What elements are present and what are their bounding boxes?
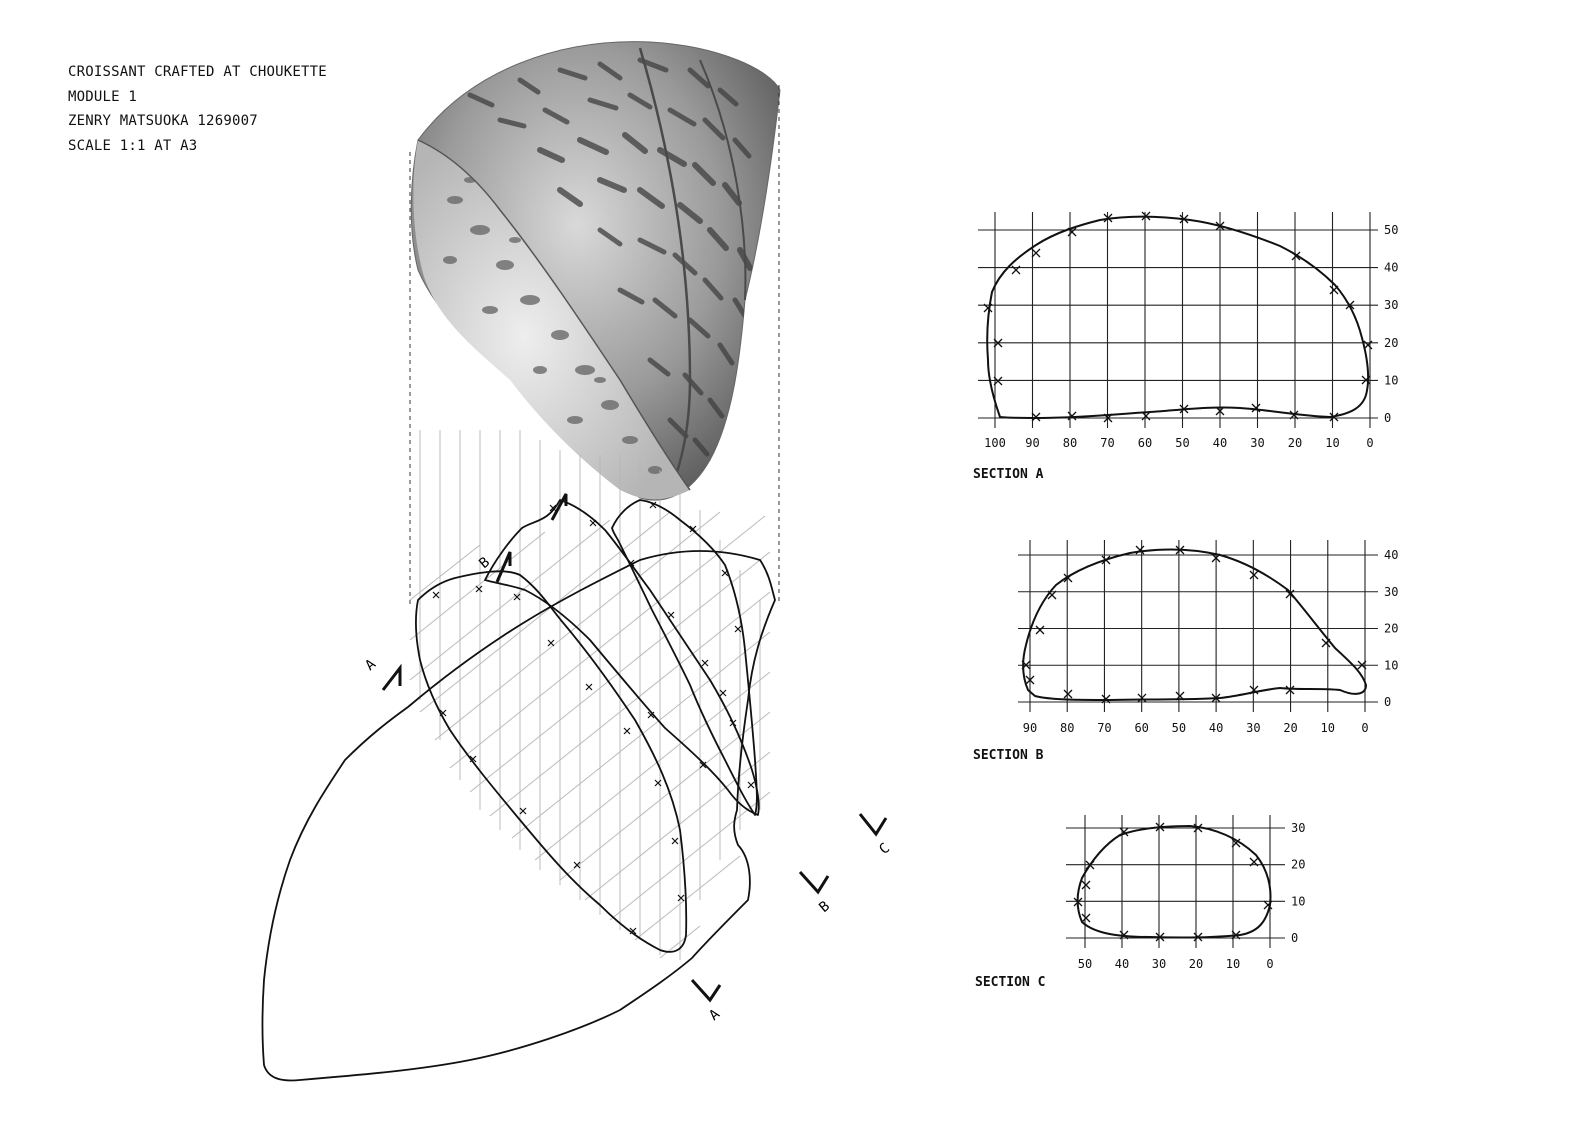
x-tick-label: 90 xyxy=(1025,436,1039,450)
y-tick-label: 0 xyxy=(1384,411,1391,425)
x-tick-label: 20 xyxy=(1189,957,1203,971)
section-grid xyxy=(1066,815,1285,948)
x-tick-label: 50 xyxy=(1175,436,1189,450)
scale-note: SCALE 1:1 AT A3 xyxy=(68,137,198,154)
y-tick-label: 20 xyxy=(1291,858,1305,872)
cut-marker-b-lower: B xyxy=(798,870,833,916)
plan-slice-a xyxy=(414,570,688,953)
project-title: CROISSANT CRAFTED AT CHOUKETTE xyxy=(68,64,327,80)
x-tick-label: 60 xyxy=(1138,436,1152,450)
x-tick-label: 0 xyxy=(1366,436,1373,450)
x-tick-label: 40 xyxy=(1115,957,1129,971)
y-tick-label: 10 xyxy=(1384,658,1398,672)
x-tick-label: 50 xyxy=(1172,721,1186,735)
module-label: MODULE 1 xyxy=(68,88,138,105)
section-profile xyxy=(1076,824,1272,939)
projection-lines xyxy=(409,85,780,605)
x-tick-label: 40 xyxy=(1209,721,1223,735)
section-profile xyxy=(986,215,1370,420)
section-chart: 50 40 30 20 10 0 0 10 20 30 SECTION C xyxy=(975,815,1305,990)
x-tick-label: 0 xyxy=(1266,957,1273,971)
y-tick-label: 30 xyxy=(1384,298,1398,312)
plan-measure-crosses xyxy=(432,501,755,935)
cut-marker-letter: B xyxy=(816,898,833,916)
plan-slice-c xyxy=(611,499,758,816)
x-tick-label: 0 xyxy=(1361,721,1368,735)
section-caption: SECTION A xyxy=(973,467,1044,482)
y-tick-label: 20 xyxy=(1384,336,1398,350)
cut-marker-letter: A xyxy=(706,1006,723,1024)
cut-marker-letter: C xyxy=(876,840,893,858)
cut-marker-letter: A xyxy=(362,656,379,674)
y-tick-label: 10 xyxy=(1291,894,1305,908)
section-profile xyxy=(1022,548,1368,702)
y-tick-label: 50 xyxy=(1384,223,1398,237)
x-tick-label: 70 xyxy=(1100,436,1114,450)
plan-cut-markers: A B C A B C xyxy=(362,493,893,1024)
x-tick-label: 30 xyxy=(1246,721,1260,735)
x-tick-label: 10 xyxy=(1325,436,1339,450)
author-and-id: ZENRY MATSUOKA 1269007 xyxy=(68,113,258,129)
x-tick-label: 30 xyxy=(1250,436,1264,450)
x-tick-label: 10 xyxy=(1321,721,1335,735)
section-charts: 100 90 80 70 60 50 40 30 20 10 001020304050SECTION… xyxy=(973,211,1398,990)
x-tick-label: 50 xyxy=(1078,957,1092,971)
x-tick-label: 40 xyxy=(1213,436,1227,450)
section-measure-crosses xyxy=(1021,545,1367,704)
x-tick-label: 90 xyxy=(1023,721,1037,735)
section-measure-crosses xyxy=(1073,822,1273,942)
y-tick-label: 40 xyxy=(1384,548,1398,562)
x-tick-label: 80 xyxy=(1063,436,1077,450)
section-caption: SECTION C xyxy=(975,975,1045,990)
cut-marker-b-upper: B xyxy=(476,551,512,583)
x-tick-label: 30 xyxy=(1152,957,1166,971)
section-chart: 100 90 80 70 60 50 40 30 20 10 001020304050SECTION… xyxy=(973,211,1398,482)
cut-marker-a-upper: A xyxy=(362,656,402,691)
plan-base-outline xyxy=(261,550,776,1082)
plan-measurement-grid xyxy=(409,430,771,960)
y-tick-label: 30 xyxy=(1291,821,1305,835)
cut-marker-a-lower: A xyxy=(690,978,723,1024)
x-tick-label: 60 xyxy=(1134,721,1148,735)
title-block: CROISSANT CRAFTED AT CHOUKETTE MODULE 1 … xyxy=(68,60,327,158)
section-chart: 90 80 70 60 50 40 30 20 10 0 0 10 20 30 40 SECTION B xyxy=(973,540,1398,763)
y-tick-label: 20 xyxy=(1384,622,1398,636)
x-tick-label: 80 xyxy=(1060,721,1074,735)
y-tick-label: 0 xyxy=(1291,931,1298,945)
section-caption: SECTION B xyxy=(973,748,1044,763)
x-tick-label: 100 xyxy=(984,436,1006,450)
y-tick-label: 30 xyxy=(1384,585,1398,599)
x-tick-label: 20 xyxy=(1283,721,1297,735)
croissant-sketch xyxy=(410,41,781,501)
y-tick-label: 40 xyxy=(1384,261,1398,275)
cut-marker-c-lower: C xyxy=(858,813,893,858)
x-tick-label: 20 xyxy=(1288,436,1302,450)
y-tick-label: 10 xyxy=(1384,373,1398,387)
plan-outlines xyxy=(261,499,776,1082)
y-tick-label: 0 xyxy=(1384,695,1391,709)
x-tick-label: 10 xyxy=(1226,957,1240,971)
section-grid xyxy=(1018,540,1378,712)
section-measure-crosses xyxy=(983,211,1373,423)
cut-marker-c-upper: C xyxy=(550,493,568,521)
x-tick-label: 70 xyxy=(1097,721,1111,735)
